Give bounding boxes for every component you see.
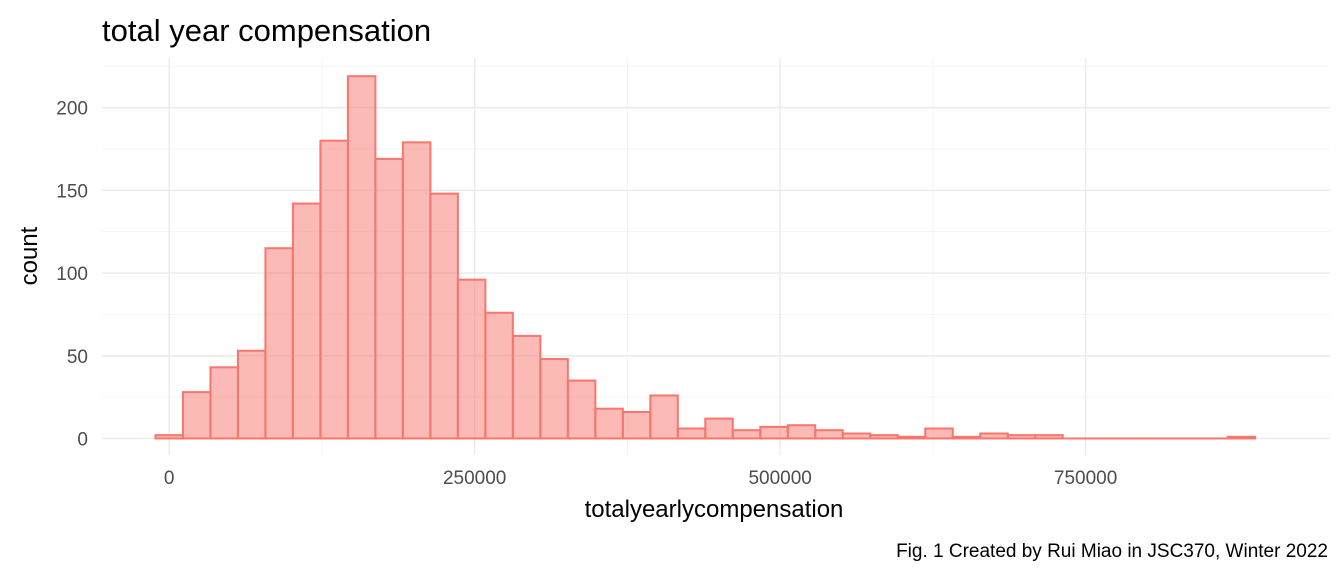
histogram-bar — [814, 429, 844, 440]
histogram-bar — [154, 434, 184, 440]
histogram-bar — [374, 157, 404, 440]
histogram-bar — [869, 434, 899, 440]
x-tick-label: 0 — [164, 468, 175, 489]
histogram-bar — [181, 391, 212, 440]
histogram-bar — [456, 278, 487, 440]
histogram-bar — [346, 75, 377, 440]
histogram-bar — [539, 358, 569, 440]
y-tick-label: 150 — [56, 181, 88, 202]
histogram-bar — [649, 394, 679, 440]
histogram-bar — [841, 432, 872, 440]
x-axis-tick-labels: 0 250000 500000 750000 — [164, 468, 1117, 489]
histogram-bar — [291, 202, 322, 440]
histogram-bar — [786, 424, 817, 440]
histogram-bar — [924, 427, 954, 440]
histogram-bars — [154, 75, 1257, 440]
histogram-bar — [676, 427, 707, 440]
histogram-bar — [566, 379, 597, 440]
y-axis-tick-labels: 0 50 100 150 200 — [56, 99, 88, 451]
histogram-bar — [759, 425, 789, 440]
y-tick-label: 0 — [77, 429, 88, 450]
x-tick-label: 250000 — [443, 468, 506, 489]
y-tick-label: 100 — [56, 264, 88, 285]
y-axis-title: count — [16, 226, 43, 285]
figure-caption: Fig. 1 Created by Rui Miao in JSC370, Wi… — [896, 541, 1328, 562]
chart-title: total year compensation — [102, 13, 431, 48]
histogram-bar — [264, 247, 294, 440]
histogram-bar — [1006, 434, 1037, 440]
histogram-bar — [511, 334, 542, 440]
histogram-bar — [979, 432, 1009, 440]
y-tick-label: 200 — [56, 99, 88, 120]
histogram-bar — [401, 141, 432, 440]
histogram-bar — [484, 311, 514, 440]
histogram-bar — [704, 417, 734, 440]
x-tick-label: 750000 — [1054, 468, 1117, 489]
histogram-bar — [896, 435, 927, 440]
histogram-bar — [1034, 434, 1064, 440]
histogram-bar — [319, 139, 349, 440]
histogram-bar — [731, 429, 762, 440]
histogram-bar — [621, 410, 652, 440]
histogram-bar — [951, 435, 982, 440]
y-tick-label: 50 — [67, 347, 88, 368]
histogram-bar — [594, 407, 624, 440]
x-axis-title: totalyearlycompensation — [585, 496, 844, 523]
histogram-bar — [1226, 435, 1257, 440]
x-tick-label: 500000 — [748, 468, 811, 489]
histogram-bar — [429, 192, 459, 440]
histogram-bar — [209, 366, 239, 440]
histogram-bar — [236, 349, 267, 440]
